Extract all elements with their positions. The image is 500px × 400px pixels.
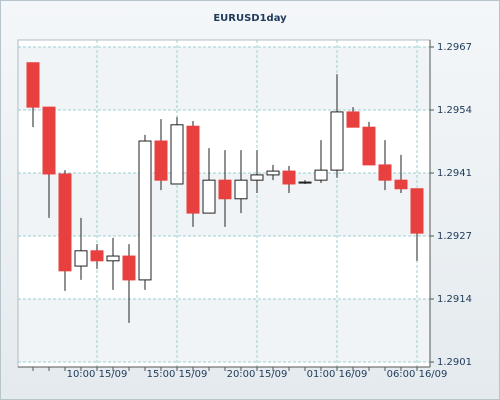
candle-body bbox=[378, 164, 392, 181]
candle-body bbox=[394, 179, 408, 190]
candle-body bbox=[362, 126, 376, 166]
candle-body bbox=[410, 188, 424, 234]
grid-band bbox=[18, 299, 430, 362]
candle-body bbox=[250, 174, 264, 181]
candle-body bbox=[218, 179, 232, 200]
candle-body bbox=[346, 111, 360, 128]
candle-body bbox=[26, 62, 40, 108]
candle-body bbox=[106, 255, 120, 262]
candle-body bbox=[266, 170, 280, 176]
candle-body bbox=[42, 106, 56, 175]
x-tick-label: 20:00 15/09 bbox=[227, 369, 288, 380]
candle-body bbox=[282, 170, 296, 185]
x-tick-label: 15:00 15/09 bbox=[147, 369, 208, 380]
grid-band bbox=[18, 47, 430, 110]
x-tick-label: 01:00 16/09 bbox=[307, 369, 368, 380]
candle-body bbox=[122, 255, 136, 281]
y-tick-label: 1.2927 bbox=[437, 231, 472, 242]
candle-body bbox=[314, 169, 328, 181]
candle-body bbox=[58, 173, 72, 272]
x-tick-label: 10:00 15/09 bbox=[67, 369, 128, 380]
y-tick-label: 1.2954 bbox=[437, 105, 472, 116]
y-tick-label: 1.2901 bbox=[437, 357, 472, 368]
candle-body bbox=[298, 181, 312, 184]
candle-body bbox=[170, 124, 184, 185]
candle-body bbox=[186, 125, 200, 214]
candle-body bbox=[154, 140, 168, 181]
y-tick-label: 1.2967 bbox=[437, 42, 472, 53]
candle-body bbox=[330, 111, 344, 171]
candle-body bbox=[74, 250, 88, 267]
candle-body bbox=[234, 179, 248, 200]
chart-title: EURUSD1day bbox=[213, 13, 287, 24]
y-tick-label: 1.2941 bbox=[437, 168, 472, 179]
x-tick-label: 06:00 16/09 bbox=[387, 369, 448, 380]
candle-body bbox=[138, 140, 152, 281]
candle-body bbox=[202, 179, 216, 214]
y-tick-label: 1.2914 bbox=[437, 294, 472, 305]
candle-body bbox=[90, 250, 104, 262]
